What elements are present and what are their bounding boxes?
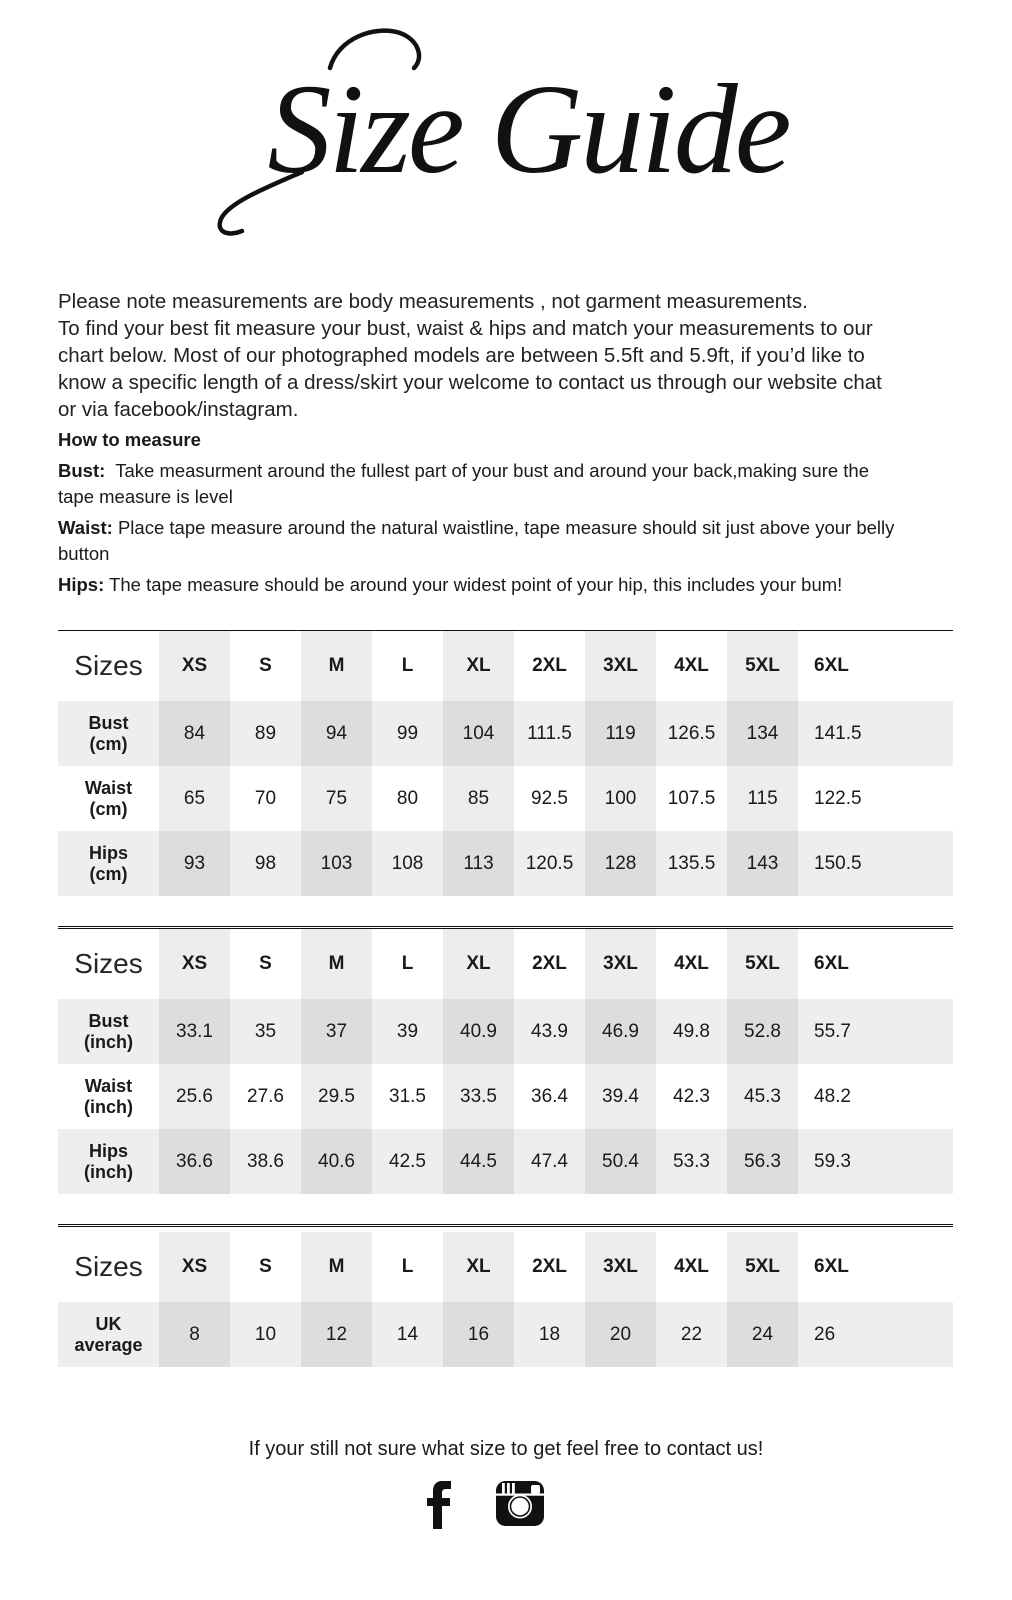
svg-text:Size Guide: Size Guide [268,58,789,200]
